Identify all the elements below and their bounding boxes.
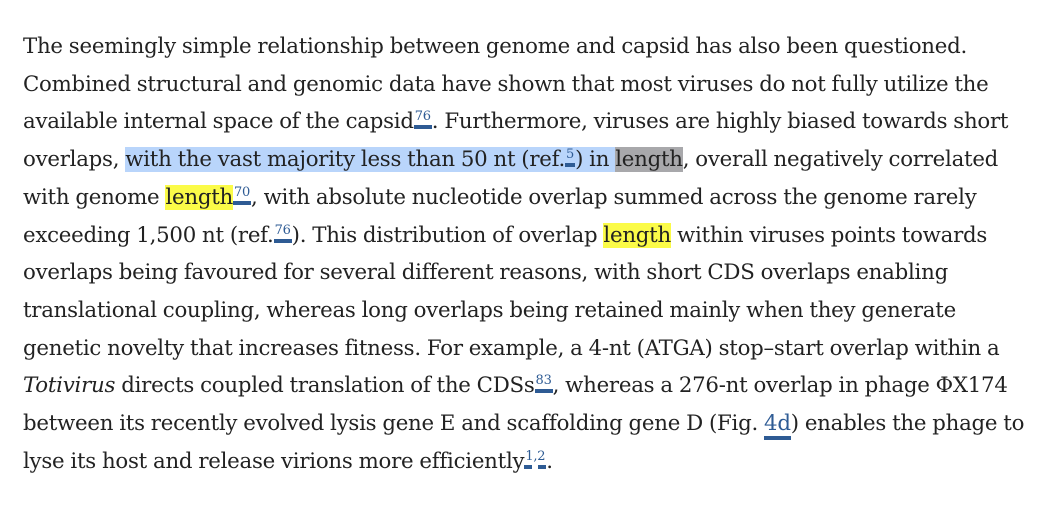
text-span: Combined structural and genomic data hav… [23, 71, 989, 97]
text-span: . [546, 448, 553, 474]
text-span: available internal space of the capsid [23, 109, 414, 135]
text-line: translational coupling, whereas long ove… [23, 292, 1043, 330]
text-line: with genome length70, with absolute nucl… [23, 179, 1043, 217]
citation-link-1-2[interactable]: 1,2 [524, 449, 547, 469]
text-line: lyse its host and release virions more e… [23, 443, 1043, 481]
text-span: overlaps, [23, 147, 126, 173]
text-span: ) enables the phage to [790, 411, 1025, 437]
text-span: translational coupling, whereas long ove… [23, 297, 956, 323]
citation-link-83[interactable]: 83 [534, 373, 553, 394]
active-search-match: length [615, 147, 683, 173]
text-line: available internal space of the capsid76… [23, 103, 1043, 141]
text-line: between its recently evolved lysis gene … [23, 405, 1043, 443]
text-span: within viruses points towards [670, 222, 988, 248]
citation-link-70[interactable]: 70 [232, 185, 252, 205]
text-span: . Furthermore, viruses are highly biased… [431, 109, 1009, 135]
text-span: , whereas a 276-nt overlap in phage ΦX17… [552, 373, 1008, 399]
selected-text-span: with the vast majority less than 50 nt (… [125, 147, 566, 173]
text-span: lyse its host and release virions more e… [23, 448, 525, 474]
text-span: exceeding 1,500 nt (ref. [23, 222, 274, 248]
text-line: overlaps, with the vast majority less th… [23, 141, 1043, 179]
text-span: , with absolute nucleotide overlap summe… [251, 184, 977, 210]
text-span: directs coupled translation of the CDSs [115, 373, 535, 399]
text-span: ). This distribution of overlap [291, 222, 604, 248]
citation-link-76[interactable]: 76 [413, 109, 432, 130]
search-match: length [165, 184, 233, 210]
text-span: , overall negatively correlated [682, 147, 999, 173]
text-span: overlaps being favoured for several diff… [23, 260, 948, 286]
search-match: length [603, 222, 671, 248]
text-line: Totivirus directs coupled translation of… [23, 367, 1043, 405]
text-span: genetic novelty that increases fitness. … [23, 335, 1000, 361]
text-line: genetic novelty that increases fitness. … [23, 330, 1043, 368]
genus-name: Totivirus [23, 373, 116, 399]
text-span: with genome [23, 184, 166, 210]
text-span: between its recently evolved lysis gene … [23, 411, 765, 437]
citation-link-5[interactable]: 5 [565, 147, 576, 168]
article-paragraph: The seemingly simple relationship betwee… [23, 28, 1043, 480]
selected-text-span: ) in [575, 147, 616, 173]
text-span: The seemingly simple relationship betwee… [23, 34, 967, 59]
figure-link-4d[interactable]: 4d [764, 411, 791, 441]
text-line: The seemingly simple relationship betwee… [23, 28, 1043, 66]
text-line: exceeding 1,500 nt (ref.76). This distri… [23, 217, 1043, 255]
text-line: Combined structural and genomic data hav… [23, 66, 1043, 104]
citation-link-76[interactable]: 76 [273, 223, 292, 243]
text-line: overlaps being favoured for several diff… [23, 254, 1043, 292]
selected-text: with the vast majority less than 50 nt (… [125, 147, 683, 173]
